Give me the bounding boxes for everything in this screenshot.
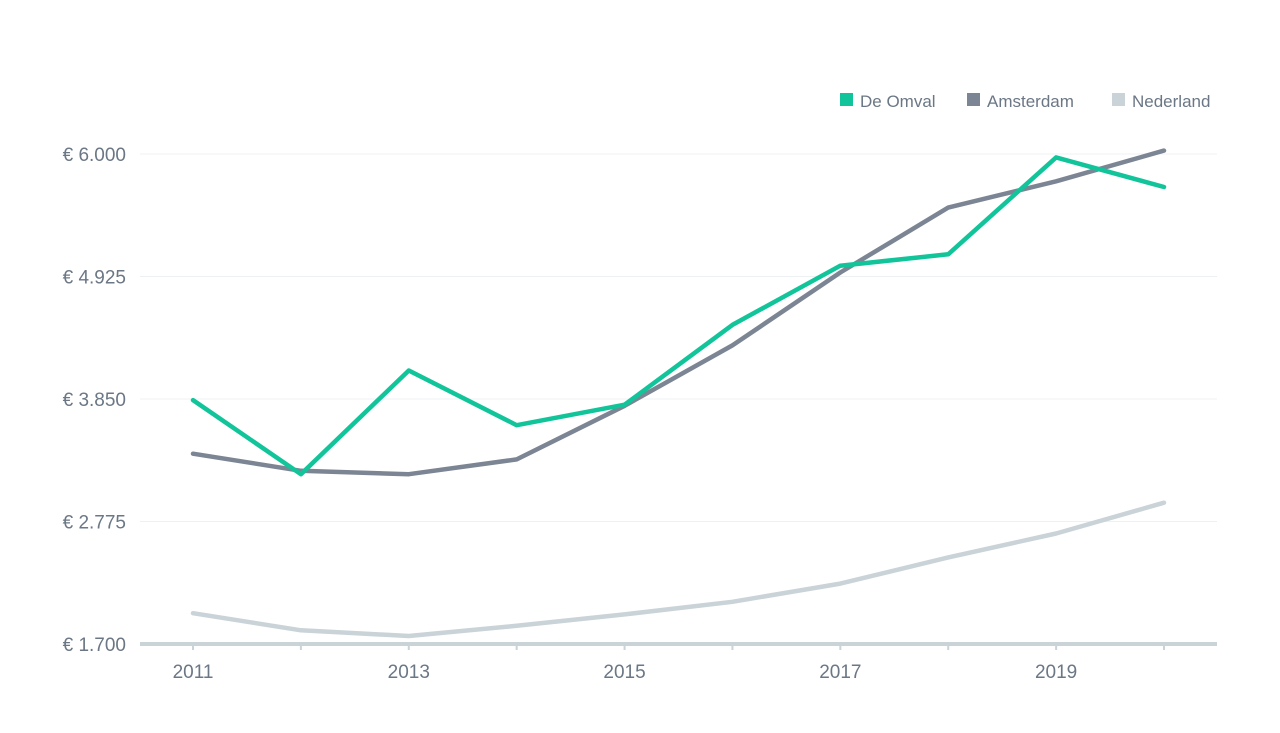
legend: De Omval Amsterdam Nederland [840, 92, 1210, 111]
x-axis-tick-labels: 2011 2013 2015 2017 2019 [173, 662, 1078, 683]
x-tick-label: 2011 [173, 662, 214, 683]
x-tick-label: 2017 [819, 662, 861, 683]
y-axis-tick-labels: € 1.700 € 2.775 € 3.850 € 4.925 € 6.000 [63, 145, 126, 656]
x-tick-label: 2013 [388, 662, 430, 683]
series-line-amsterdam [190, 148, 1167, 477]
x-axis [140, 642, 1217, 650]
legend-swatch [967, 93, 980, 106]
x-tick-label: 2015 [603, 662, 645, 683]
series-line-nederland [190, 500, 1167, 639]
legend-swatch [1112, 93, 1125, 106]
y-tick-label: € 3.850 [63, 390, 126, 411]
y-tick-label: € 2.775 [63, 513, 126, 534]
legend-label: De Omval [860, 92, 936, 111]
x-tick-label: 2019 [1035, 662, 1077, 683]
legend-label: Nederland [1132, 92, 1210, 111]
y-tick-label: € 4.925 [63, 268, 126, 289]
legend-label: Amsterdam [987, 92, 1074, 111]
y-tick-label: € 1.700 [63, 635, 126, 656]
series-lines [190, 148, 1167, 639]
grid-lines [140, 153, 1217, 522]
legend-swatch [840, 93, 853, 106]
y-tick-label: € 6.000 [63, 145, 126, 166]
series-line-de-omval [190, 155, 1167, 477]
